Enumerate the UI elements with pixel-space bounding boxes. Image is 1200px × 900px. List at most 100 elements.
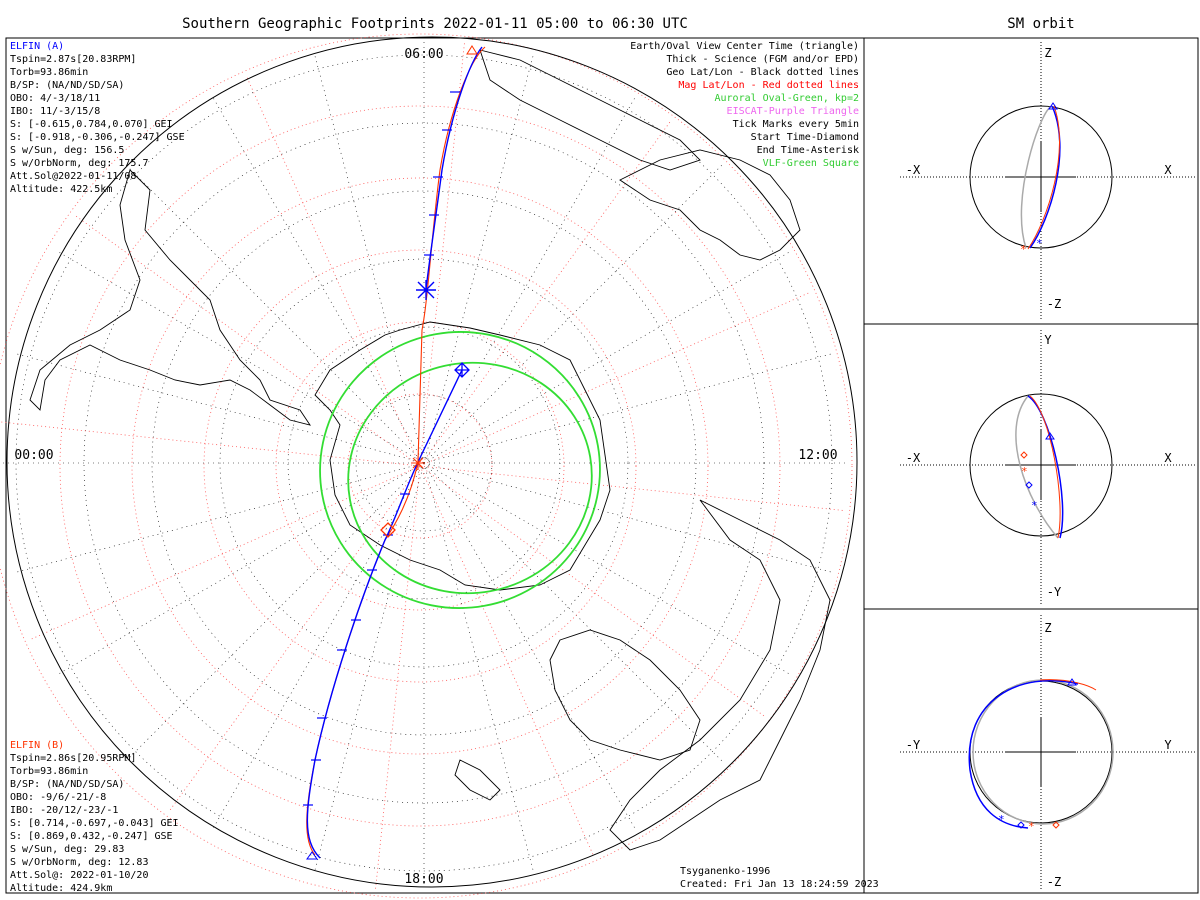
elfin-b-line: Altitude: 424.9km (10, 883, 112, 894)
elfin-a-start-diamond (1025, 481, 1033, 489)
elfin-a-end-marker: * (1031, 499, 1038, 512)
mag-latitude-circle (131, 177, 709, 755)
mag-meridian-line (0, 421, 421, 467)
coastline (619, 149, 801, 261)
geo-meridian-line (211, 462, 425, 832)
mag-meridian-line (31, 465, 421, 640)
elfin-a-line: Torb=93.86min (10, 67, 88, 78)
geo-latitude-circle (151, 190, 697, 736)
sm-label-left: -Y (906, 738, 921, 752)
elfin-b-end-marker: * (1021, 465, 1028, 478)
geo-meridian-line (313, 52, 425, 464)
coastline (479, 49, 701, 171)
sm-label-top: Y (1044, 333, 1052, 347)
auroral-oval-inner (347, 361, 593, 595)
geo-meridian-line (313, 462, 425, 874)
mag-meridian-line (419, 465, 765, 717)
footer-created: Created: Fri Jan 13 18:24:59 2023 (680, 879, 879, 890)
legend: Earth/Oval View Center Time (triangle) T… (630, 41, 859, 169)
orbit-gray-path (1020, 105, 1053, 249)
elfin-a-line: Att.Sol@2022-01-11/08 (10, 171, 136, 182)
elfin-a-line: OBO: 4/-3/18/11 (10, 93, 100, 104)
legend-entry: Geo Lat/Lon - Black dotted lines (666, 67, 859, 78)
orbit-gray-path (1015, 395, 1059, 539)
geo-meridian-line (13, 352, 425, 464)
sm-label-bottom: -Y (1047, 585, 1062, 599)
clock-label-bottom: 18:00 (404, 872, 443, 887)
elfin-a-orbit-path (1027, 395, 1064, 539)
mag-latitude-circle (59, 105, 781, 827)
mag-meridian-line (419, 121, 671, 467)
elfin-a-orbit-path (968, 679, 1079, 829)
elfin-b-info: ELFIN (B) Tspin=2.86s[20.95RPM] Torb=93.… (10, 740, 179, 894)
coastline (609, 499, 831, 851)
geo-meridian-line (423, 52, 535, 464)
elfin-b-view-triangle (466, 45, 478, 55)
geo-meridian-line (211, 94, 425, 464)
sm-label-right: X (1164, 163, 1172, 177)
sm-label-top: Z (1044, 46, 1051, 60)
mag-meridian-line (419, 43, 465, 467)
geo-meridian-line (423, 462, 835, 574)
coastline (29, 169, 312, 426)
elfin-a-end-asterisk (416, 280, 436, 300)
elfin-b-line: Tspin=2.86s[20.95RPM] (10, 753, 136, 764)
earth-orbit-circle (969, 105, 1113, 249)
mag-meridian-line (419, 292, 809, 467)
elfin-a-view-triangle (1048, 102, 1058, 110)
geo-meridian-line (423, 94, 637, 464)
elfin-a-line: S: [-0.615,0.784,0.070] GEI (10, 119, 173, 130)
elfin-a-line: Tspin=2.87s[20.83RPM] (10, 54, 136, 65)
elfin-a-end-marker: * (1036, 237, 1043, 250)
sm-panel-xy: Y -Y -X X * * (900, 330, 1195, 605)
clock-label-left: 00:00 (14, 448, 53, 463)
elfin-a-line: IBO: 11/-3/15/8 (10, 106, 100, 117)
footer-model: Tsyganenko-1996 (680, 866, 770, 877)
elfin-b-line: S w/OrbNorm, deg: 12.83 (10, 857, 148, 868)
elfin-a-line: S w/Sun, deg: 156.5 (10, 145, 124, 156)
mag-meridian-line (419, 465, 843, 511)
sm-label-left: -X (906, 451, 921, 465)
sm-panel-frame-1 (863, 37, 1199, 325)
mag-latitude-circle (347, 393, 493, 539)
clock-label-right: 12:00 (798, 448, 837, 463)
geo-meridian-line (423, 462, 535, 874)
main-title: Southern Geographic Footprints 2022-01-1… (182, 16, 688, 32)
elfin-a-line: S: [-0.918,-0.306,-0.247] GSE (10, 132, 185, 143)
elfin-a-start-diamond (454, 362, 470, 378)
elfin-b-line: B/SP: (NA/ND/SD/SA) (10, 779, 124, 790)
elfin-a-view-triangle (306, 851, 318, 860)
sm-label-right: X (1164, 451, 1172, 465)
clock-label-top: 06:00 (404, 47, 443, 62)
legend-entry: End Time-Asterisk (757, 145, 859, 156)
elfin-a-view-triangle (1045, 432, 1055, 440)
sm-orbit-panels: Z -Z -X X * * Y -Y -X X * * (900, 42, 1195, 890)
mag-latitude-circle (275, 321, 565, 611)
map-boundary (6, 36, 858, 888)
mag-grid (0, 33, 853, 899)
geo-meridian-line (55, 250, 425, 464)
geo-meridian-line (423, 462, 793, 676)
legend-entry: Start Time-Diamond (751, 132, 859, 143)
geo-meridian-line (55, 462, 425, 676)
elfin-a-track-lower (306, 369, 463, 859)
coastline (549, 629, 701, 761)
elfin-b-line: Att.Sol@: 2022-01-10/20 (10, 870, 148, 881)
sm-label-left: -X (906, 163, 921, 177)
elfin-a-orbit-path (1029, 105, 1061, 249)
elfin-a-name: ELFIN (A) (10, 41, 64, 52)
geo-meridian-line (123, 162, 425, 464)
sm-panel-frame-3 (863, 608, 1199, 894)
legend-entry: Tick Marks every 5min (733, 119, 859, 130)
sm-panel-xz: Z -Z -X X * * (900, 42, 1195, 320)
elfin-b-end-marker: * (1028, 820, 1035, 833)
footprint-tracks (303, 45, 486, 860)
elfin-a-line: Altitude: 422.5km (10, 184, 112, 195)
legend-entry: EISCAT-Purple Triangle (727, 106, 859, 117)
elfin-b-end-marker: * (1020, 243, 1027, 256)
auroral-oval-outer (319, 331, 601, 609)
legend-entry: Earth/Oval View Center Time (triangle) (630, 41, 859, 52)
geo-grid (0, 38, 849, 888)
elfin-a-view-triangle (1067, 678, 1077, 686)
